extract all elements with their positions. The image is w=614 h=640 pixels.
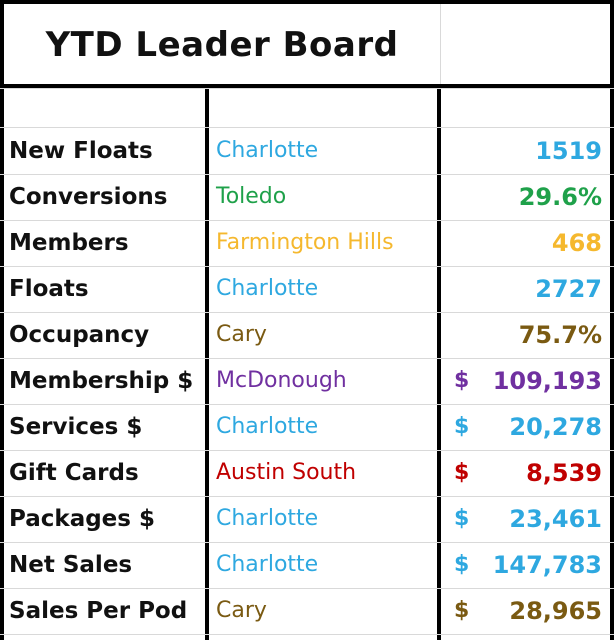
row-gridline	[0, 266, 614, 267]
metric-label: Packages $	[9, 506, 155, 532]
currency-symbol: $	[454, 506, 470, 531]
currency-symbol: $	[454, 552, 470, 577]
row-gridline	[0, 542, 614, 543]
table-row: Conversions Toledo 29.6%	[0, 174, 614, 220]
metric-label: Floats	[9, 276, 89, 302]
row-gridline	[0, 220, 614, 221]
table-row: Services $ Charlotte $20,278	[0, 404, 614, 450]
location-name: Cary	[216, 598, 267, 623]
table-row: Packages $ Charlotte $23,461	[0, 496, 614, 542]
row-gridline	[0, 496, 614, 497]
location-name: Austin South	[216, 460, 357, 485]
row-gridline	[0, 588, 614, 589]
metric-label: Net Sales	[9, 552, 133, 578]
right-border	[610, 0, 614, 640]
metric-value: 2727	[535, 275, 602, 303]
location-name: Charlotte	[216, 506, 319, 531]
column-divider-left	[205, 88, 209, 640]
location-name: Toledo	[216, 184, 287, 209]
metric-label: Sales Per Pod	[9, 598, 188, 624]
metric-label: Membership $	[9, 368, 194, 394]
table-row: Floats Charlotte 2727	[0, 266, 614, 312]
table-row: Sales Per Pod Cary $28,965	[0, 588, 614, 634]
location-name: McDonough	[216, 368, 347, 393]
table-row: Occupancy Cary 75.7%	[0, 312, 614, 358]
metric-value: 28,965	[509, 597, 602, 625]
currency-symbol: $	[454, 368, 470, 393]
row-gridline	[0, 127, 614, 128]
metric-label: Members	[9, 230, 129, 256]
table-row: New Floats Charlotte 1519	[0, 128, 614, 174]
header-divider	[0, 84, 614, 88]
location-name: Charlotte	[216, 276, 319, 301]
currency-symbol: $	[454, 414, 470, 439]
location-name: Charlotte	[216, 138, 319, 163]
metric-label: Conversions	[9, 184, 168, 210]
metric-value: 109,193	[492, 367, 602, 395]
top-border	[0, 0, 614, 4]
row-gridline	[0, 174, 614, 175]
row-gridline	[0, 312, 614, 313]
metric-value: 23,461	[509, 505, 602, 533]
row-gridline	[0, 404, 614, 405]
row-gridline	[0, 450, 614, 451]
metric-value: 147,783	[492, 551, 602, 579]
currency-symbol: $	[454, 460, 470, 485]
metric-label: Services $	[9, 414, 143, 440]
metric-label: Gift Cards	[9, 460, 139, 486]
row-gridline	[0, 88, 614, 89]
metric-value: 8,539	[526, 459, 602, 487]
metric-value: 75.7%	[518, 321, 602, 349]
metric-value: 29.6%	[518, 183, 602, 211]
column-divider-right	[437, 88, 441, 640]
table-row: Gift Cards Austin South $8,539	[0, 450, 614, 496]
row-gridline	[0, 634, 614, 635]
row-gridline	[0, 358, 614, 359]
location-name: Farmington Hills	[216, 230, 394, 255]
table-row: Net Sales Charlotte $147,783	[0, 542, 614, 588]
metric-value: 1519	[535, 137, 602, 165]
currency-symbol: $	[454, 598, 470, 623]
location-name: Charlotte	[216, 552, 319, 577]
metric-value: 468	[551, 229, 602, 257]
metric-label: Occupancy	[9, 322, 150, 348]
location-name: Charlotte	[216, 414, 319, 439]
metric-value: 20,278	[509, 413, 602, 441]
table-row: Membership $ McDonough $109,193	[0, 358, 614, 404]
left-border	[0, 0, 4, 640]
page-title: YTD Leader Board	[45, 25, 399, 65]
table-row: Members Farmington Hills 468	[0, 220, 614, 266]
title-column-divider	[440, 4, 441, 84]
metric-label: New Floats	[9, 138, 153, 164]
location-name: Cary	[216, 322, 267, 347]
